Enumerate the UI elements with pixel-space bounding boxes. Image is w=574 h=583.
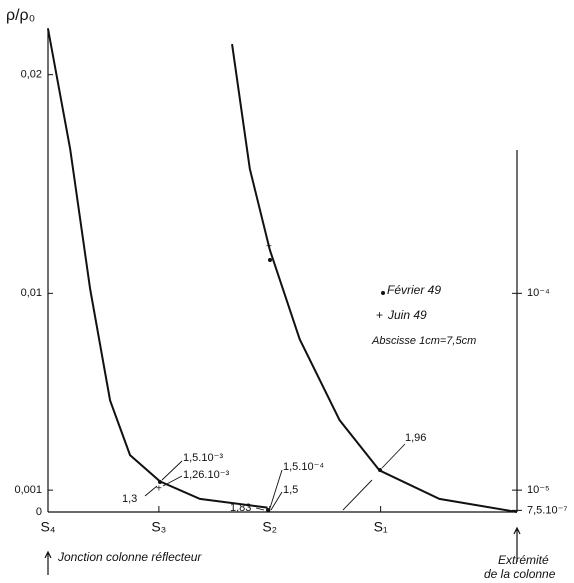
caption: de la colonne	[484, 567, 556, 581]
x-tick-label: S₃	[151, 519, 166, 535]
curve	[231, 43, 518, 513]
arrow	[44, 550, 52, 575]
annotation: 1,5.10⁻³	[183, 452, 223, 464]
legend-marker	[381, 291, 385, 295]
legend-label: Juin 49	[387, 308, 427, 322]
legend-marker: +	[376, 308, 383, 322]
y-axis-title: ρ/ρ₀	[6, 7, 35, 24]
y-tick-label: 0,02	[21, 69, 42, 81]
y-tick-label: 0	[36, 506, 42, 518]
annotation: 1,3	[122, 493, 137, 505]
y-tick-label: 0,01	[21, 287, 42, 299]
scale-note: Abscisse 1cm=7,5cm	[371, 335, 476, 347]
leader	[161, 460, 183, 481]
curve	[47, 28, 268, 509]
annotation: 1,5.10⁻⁴	[283, 461, 324, 473]
leader	[342, 479, 373, 511]
annotation: 1,5	[283, 484, 298, 496]
point	[266, 508, 270, 512]
leader	[381, 443, 406, 469]
point: +	[156, 484, 162, 495]
y2-tick-label: 10⁻⁴	[527, 287, 550, 299]
leader	[270, 491, 283, 511]
annotation: 1,96	[405, 432, 426, 444]
caption: Extrémité	[498, 553, 549, 567]
y-tick-label: 0,001	[14, 484, 42, 496]
y2-tick-label: 10⁻⁵	[527, 484, 550, 496]
leader	[269, 469, 283, 509]
y2-tick-label: 7,5.10⁻⁷	[527, 504, 567, 516]
legend-label: Février 49	[387, 283, 441, 297]
x-tick-label: S₂	[262, 519, 277, 535]
x-tick-label: S₁	[374, 519, 388, 535]
x-tick-label: S₄	[40, 519, 55, 535]
caption: Jonction colonne réflecteur	[57, 550, 202, 564]
point	[268, 258, 272, 262]
annotation: 1,26.10⁻³	[183, 469, 230, 481]
arrow	[513, 526, 521, 562]
leader	[144, 485, 158, 497]
leader	[255, 507, 265, 511]
